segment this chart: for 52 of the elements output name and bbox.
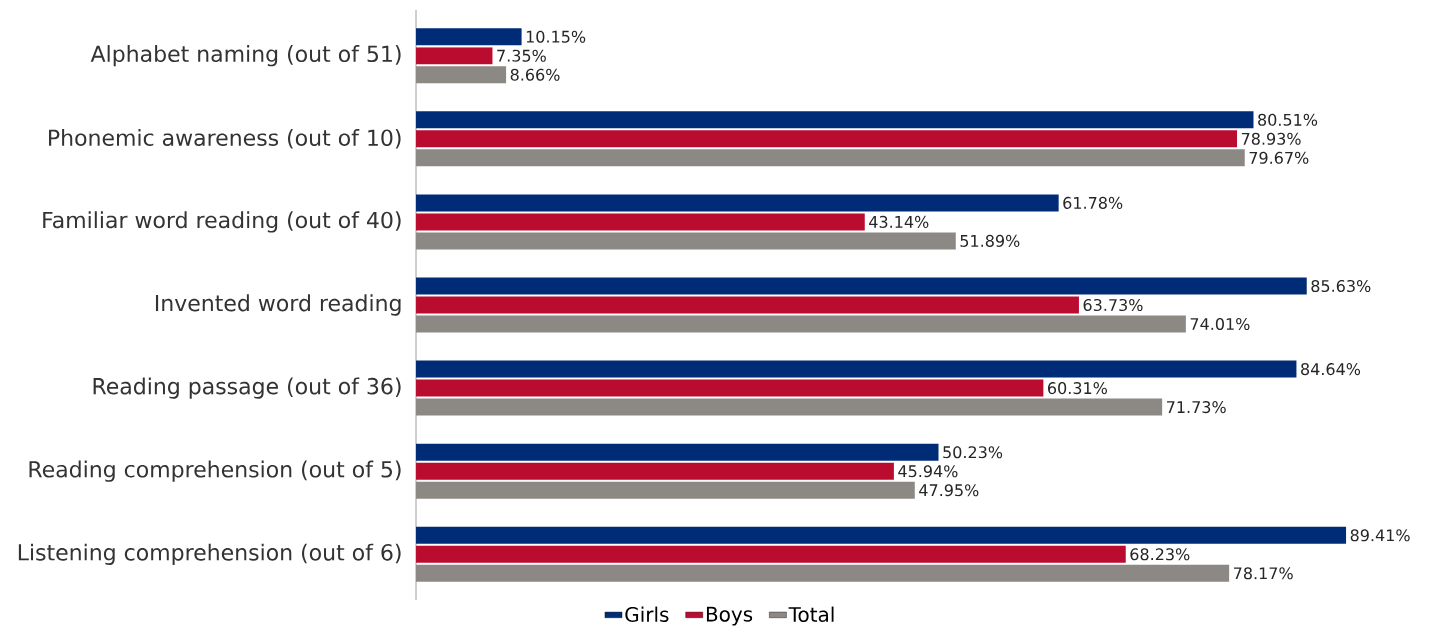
y-tick-label: Reading comprehension (out of 5) xyxy=(29,460,401,482)
data-label: 10.15% xyxy=(526,30,586,43)
bar xyxy=(416,277,1307,295)
bar xyxy=(416,194,1059,212)
legend-label: Boys xyxy=(706,606,753,626)
data-label: 45.94% xyxy=(898,465,958,478)
data-label: 84.64% xyxy=(1301,363,1361,376)
bar xyxy=(416,315,1186,333)
data-label: 78.93% xyxy=(1241,132,1301,145)
bar xyxy=(416,564,1230,582)
bar xyxy=(416,28,522,46)
data-label: 47.95% xyxy=(919,484,979,497)
bar xyxy=(416,379,1044,397)
bar xyxy=(416,398,1163,416)
data-label: 79.67% xyxy=(1249,151,1309,164)
bar xyxy=(416,462,894,480)
bar xyxy=(416,443,939,461)
bar xyxy=(416,526,1347,544)
legend-label: Girls xyxy=(625,606,669,623)
bar xyxy=(416,111,1254,129)
y-tick-label: Familiar word reading (out of 40) xyxy=(43,211,401,233)
y-tick-label: Phonemic awareness (out of 10) xyxy=(49,128,401,149)
data-label: 63.73% xyxy=(1083,298,1143,312)
data-label: 80.51% xyxy=(1258,113,1318,126)
y-tick-label: Invented word reading xyxy=(155,294,401,316)
bar xyxy=(416,481,915,499)
data-label: 68.23% xyxy=(1130,548,1190,561)
y-tick-label: Reading passage (out of 36) xyxy=(93,377,401,399)
data-label: 51.89% xyxy=(960,234,1020,247)
data-label: 8.66% xyxy=(510,68,560,81)
bar xyxy=(416,545,1126,563)
bar xyxy=(416,360,1297,378)
bar xyxy=(416,296,1079,314)
data-label: 61.78% xyxy=(1063,196,1123,209)
data-label: 50.23% xyxy=(943,446,1003,459)
bar xyxy=(416,47,493,65)
data-label: 85.63% xyxy=(1311,279,1371,293)
y-tick-label: Alphabet naming (out of 51) xyxy=(90,45,401,67)
bar xyxy=(416,232,956,250)
data-label: 43.14% xyxy=(869,215,929,228)
data-label: 7.35% xyxy=(497,49,546,62)
bar xyxy=(416,66,507,84)
legend-label: Total xyxy=(788,606,834,623)
bar xyxy=(416,130,1238,148)
bar xyxy=(416,213,865,231)
data-label: 60.31% xyxy=(1048,382,1107,395)
data-label: 74.01% xyxy=(1190,317,1250,331)
data-label: 71.73% xyxy=(1167,401,1226,414)
bar xyxy=(416,149,1245,167)
data-label: 78.17% xyxy=(1233,567,1293,580)
data-label: 89.41% xyxy=(1350,529,1410,542)
y-tick-label: Listening comprehension (out of 6) xyxy=(18,543,401,565)
